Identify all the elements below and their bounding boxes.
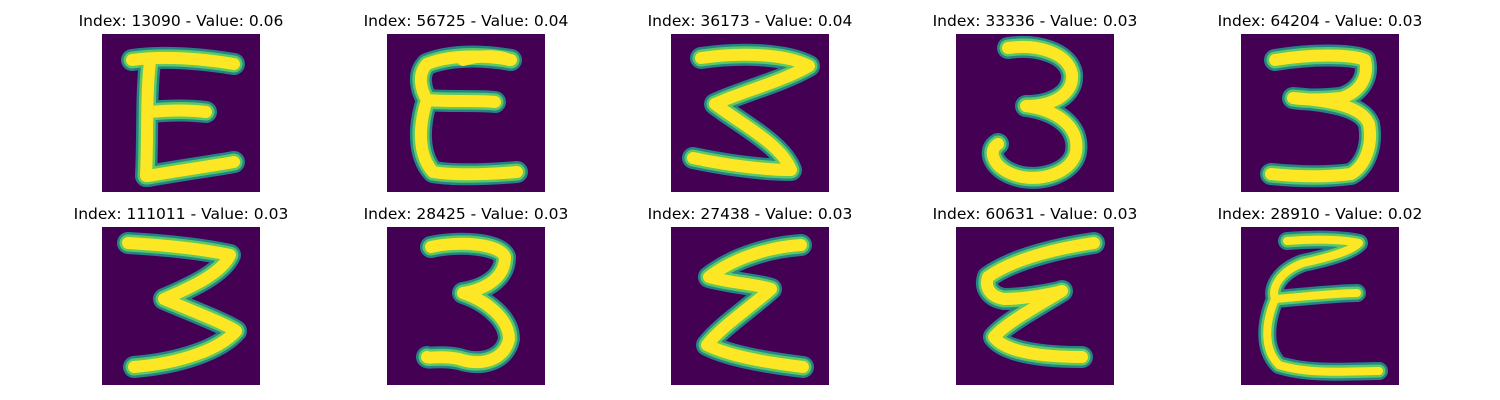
stroke-group (121, 46, 245, 187)
digit-image-6 (102, 227, 260, 385)
digit-glyph-7 (416, 232, 520, 374)
digit-image-2 (387, 34, 545, 192)
digit-image-1 (102, 34, 260, 192)
digit-glyph-3 (682, 43, 820, 181)
digit-image-8 (671, 227, 829, 385)
panel-title-2: Index: 56725 - Value: 0.04 (363, 12, 569, 30)
panel-title-9: Index: 60631 - Value: 0.03 (932, 205, 1138, 223)
panel-title-3: Index: 36173 - Value: 0.04 (647, 12, 853, 30)
digit-glyph-2 (409, 45, 528, 186)
panel-title-10: Index: 28910 - Value: 0.02 (1217, 205, 1423, 223)
digit-image-10 (1241, 227, 1399, 385)
digit-glyph-6 (117, 232, 247, 378)
panel-title-5: Index: 64204 - Value: 0.03 (1217, 12, 1423, 30)
digit-glyph-5 (1260, 44, 1381, 188)
digit-image-3 (671, 34, 829, 192)
digit-image-7 (387, 227, 545, 385)
panel-title-6: Index: 111011 - Value: 0.03 (73, 205, 289, 223)
digit-image-4 (956, 34, 1114, 192)
panel-title-4: Index: 33336 - Value: 0.03 (932, 12, 1138, 30)
panel-title-7: Index: 28425 - Value: 0.03 (363, 205, 569, 223)
digit-image-9 (956, 227, 1114, 385)
digit-glyph-8 (696, 234, 814, 378)
digit-glyph-4 (981, 36, 1088, 189)
digit-glyph-10 (1258, 230, 1388, 381)
panel-title-1: Index: 13090 - Value: 0.06 (78, 12, 284, 30)
panel-title-8: Index: 27438 - Value: 0.03 (647, 205, 853, 223)
digit-image-5 (1241, 34, 1399, 192)
digit-glyph-1 (121, 46, 245, 187)
digit-glyph-9 (976, 232, 1105, 368)
